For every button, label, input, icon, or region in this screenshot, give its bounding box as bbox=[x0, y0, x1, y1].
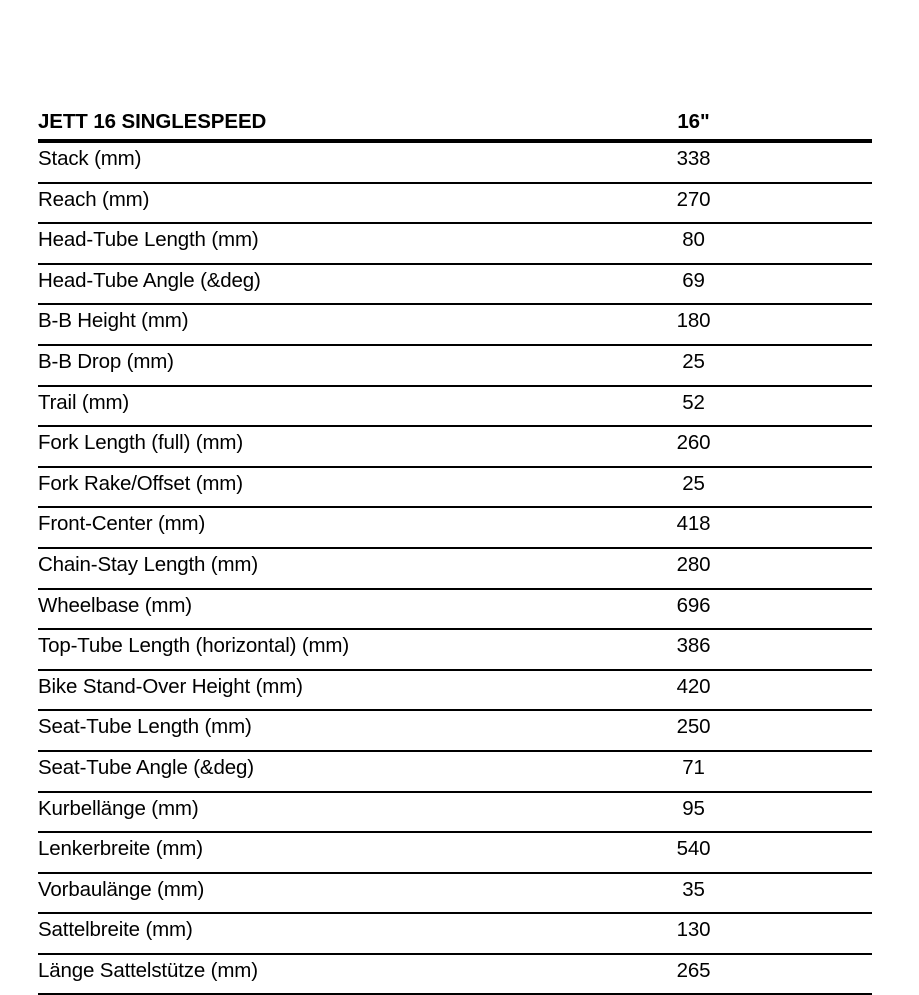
spec-value: 71 bbox=[618, 750, 872, 793]
table-row: Wheelbase (mm) 696 bbox=[38, 588, 872, 631]
spec-sheet: JETT 16 SINGLESPEED 16" Stack (mm) 338 Rea… bbox=[38, 110, 872, 995]
spec-label: Bike Stand-Over Height (mm) bbox=[38, 669, 618, 712]
table-row: Länge Sattelstütze (mm) 265 bbox=[38, 953, 872, 995]
geometry-table: JETT 16 SINGLESPEED 16" Stack (mm) 338 Rea… bbox=[38, 110, 872, 995]
table-body: Stack (mm) 338 Reach (mm) 270 Head-Tube Leng… bbox=[38, 141, 872, 995]
spec-value: 420 bbox=[618, 669, 872, 712]
table-row: Head-Tube Angle (&deg) 69 bbox=[38, 263, 872, 306]
table-row: Stack (mm) 338 bbox=[38, 141, 872, 184]
table-row: Trail (mm) 52 bbox=[38, 385, 872, 428]
spec-value: 270 bbox=[618, 182, 872, 225]
spec-label: Front-Center (mm) bbox=[38, 507, 618, 549]
spec-label: Seat-Tube Length (mm) bbox=[38, 710, 618, 752]
spec-value: 540 bbox=[618, 832, 872, 874]
spec-value: 25 bbox=[618, 344, 872, 387]
table-row: Chain-Stay Length (mm) 280 bbox=[38, 547, 872, 590]
spec-value: 696 bbox=[618, 588, 872, 631]
spec-label: B-B Height (mm) bbox=[38, 304, 618, 346]
spec-value: 69 bbox=[618, 263, 872, 306]
spec-value: 130 bbox=[618, 913, 872, 955]
spec-label: Fork Rake/Offset (mm) bbox=[38, 466, 618, 509]
spec-label: Head-Tube Angle (&deg) bbox=[38, 263, 618, 306]
spec-label: Top-Tube Length (horizontal) (mm) bbox=[38, 629, 618, 671]
spec-value: 180 bbox=[618, 304, 872, 346]
spec-label: Vorbaulänge (mm) bbox=[38, 872, 618, 915]
table-row: Front-Center (mm) 418 bbox=[38, 507, 872, 549]
spec-value: 280 bbox=[618, 547, 872, 590]
table-row: B-B Drop (mm) 25 bbox=[38, 344, 872, 387]
spec-value: 338 bbox=[618, 141, 872, 184]
table-header: JETT 16 SINGLESPEED 16" bbox=[38, 110, 872, 143]
table-row: Fork Length (full) (mm) 260 bbox=[38, 426, 872, 468]
spec-label: Stack (mm) bbox=[38, 141, 618, 184]
table-row: Fork Rake/Offset (mm) 25 bbox=[38, 466, 872, 509]
spec-value: 250 bbox=[618, 710, 872, 752]
spec-label: Lenkerbreite (mm) bbox=[38, 832, 618, 874]
spec-label: Chain-Stay Length (mm) bbox=[38, 547, 618, 590]
spec-label: Fork Length (full) (mm) bbox=[38, 426, 618, 468]
table-row: Top-Tube Length (horizontal) (mm) 386 bbox=[38, 629, 872, 671]
spec-label: Sattelbreite (mm) bbox=[38, 913, 618, 955]
table-row: Vorbaulänge (mm) 35 bbox=[38, 872, 872, 915]
table-row: B-B Height (mm) 180 bbox=[38, 304, 872, 346]
spec-label: B-B Drop (mm) bbox=[38, 344, 618, 387]
table-row: Sattelbreite (mm) 130 bbox=[38, 913, 872, 955]
spec-value: 25 bbox=[618, 466, 872, 509]
table-row: Reach (mm) 270 bbox=[38, 182, 872, 225]
spec-value: 52 bbox=[618, 385, 872, 428]
header-size-label: 16" bbox=[618, 110, 872, 143]
table-row: Kurbellänge (mm) 95 bbox=[38, 791, 872, 834]
table-row: Seat-Tube Angle (&deg) 71 bbox=[38, 750, 872, 793]
spec-value: 260 bbox=[618, 426, 872, 468]
table-row: Head-Tube Length (mm) 80 bbox=[38, 223, 872, 265]
spec-value: 95 bbox=[618, 791, 872, 834]
spec-value: 386 bbox=[618, 629, 872, 671]
table-row: Bike Stand-Over Height (mm) 420 bbox=[38, 669, 872, 712]
header-row: JETT 16 SINGLESPEED 16" bbox=[38, 110, 872, 143]
spec-value: 35 bbox=[618, 872, 872, 915]
table-row: Seat-Tube Length (mm) 250 bbox=[38, 710, 872, 752]
spec-label: Trail (mm) bbox=[38, 385, 618, 428]
spec-label: Wheelbase (mm) bbox=[38, 588, 618, 631]
spec-label: Reach (mm) bbox=[38, 182, 618, 225]
spec-value: 80 bbox=[618, 223, 872, 265]
spec-label: Länge Sattelstütze (mm) bbox=[38, 953, 618, 995]
spec-value: 418 bbox=[618, 507, 872, 549]
spec-label: Seat-Tube Angle (&deg) bbox=[38, 750, 618, 793]
spec-label: Head-Tube Length (mm) bbox=[38, 223, 618, 265]
spec-value: 265 bbox=[618, 953, 872, 995]
table-row: Lenkerbreite (mm) 540 bbox=[38, 832, 872, 874]
spec-label: Kurbellänge (mm) bbox=[38, 791, 618, 834]
header-model-name: JETT 16 SINGLESPEED bbox=[38, 110, 618, 143]
